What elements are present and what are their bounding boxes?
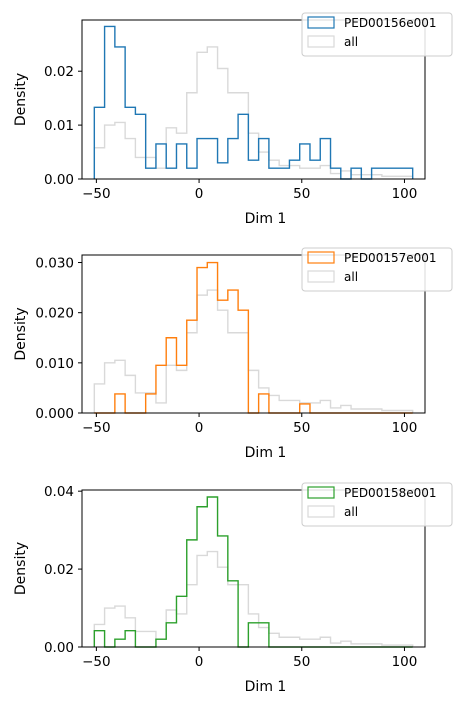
y-tick-label: 0.000 [35,406,74,422]
x-tick-label: 0 [195,654,204,670]
y-axis-label: Density [13,307,29,360]
x-axis-label: Dim 1 [245,211,287,227]
legend-swatch [307,16,335,29]
x-tick-label: 0 [195,186,204,202]
x-axis-label: Dim 1 [245,445,287,461]
x-axis-label: Dim 1 [245,679,287,695]
x-tick-label: 100 [392,654,418,670]
legend-swatch [307,270,335,283]
x-tick-label: 0 [195,420,204,436]
series-histogram-step [93,25,414,180]
x-tick-label: 100 [392,186,418,202]
legend-label: all [344,35,358,49]
legend-swatch [307,251,335,264]
y-axis-label: Density [13,73,29,126]
x-tick-label: −50 [82,186,111,202]
x-tick-label: 50 [293,186,310,202]
legend-label: all [344,270,358,284]
y-tick-label: 0.020 [35,306,74,322]
legend-label: all [344,505,358,519]
legend: PED00158e001 all [301,482,453,527]
axes-frame [81,254,426,414]
y-tick-label: 0.01 [44,118,74,134]
legend-box [301,12,453,57]
x-tick-label: 100 [392,420,418,436]
y-tick-label: 0.00 [44,172,74,188]
chart-panel-3: −50 0 50 100 0.00 0.02 0.04 Dim 1 Density PED0015… [13,482,453,695]
x-tick-label: −50 [82,654,111,670]
legend-swatch [307,35,335,48]
axes-frame [81,19,426,180]
y-tick-label: 0.02 [44,562,74,578]
y-tick-label: 0.04 [44,484,74,500]
legend-label: PED00157e001 [344,251,437,265]
legend-swatch [307,486,335,499]
axes-frame [81,489,426,648]
chart-panel-2: −50 0 50 100 0.000 0.010 0.020 0.030 Dim 1 Densit… [13,247,453,461]
y-axis-label: Density [13,542,29,595]
legend: PED00156e001 all [301,12,453,57]
legend-box [301,247,453,292]
legend: PED00157e001 all [301,247,453,292]
x-tick-label: 50 [293,420,310,436]
chart-panel-1: −50 0 50 100 0.00 0.01 0.02 Dim 1 Density PED0015… [13,12,453,227]
y-tick-label: 0.00 [44,640,74,656]
legend-label: PED00158e001 [344,486,437,500]
legend-label: PED00156e001 [344,16,437,30]
all-histogram-step [93,550,414,647]
all-histogram-step [93,289,414,413]
x-tick-label: −50 [82,420,111,436]
y-tick-label: 0.030 [35,256,74,272]
x-tick-label: 50 [293,654,310,670]
y-tick-label: 0.02 [44,64,74,80]
all-histogram-step [93,46,414,179]
legend-box [301,482,453,527]
y-tick-label: 0.010 [35,356,74,372]
legend-swatch [307,505,335,518]
